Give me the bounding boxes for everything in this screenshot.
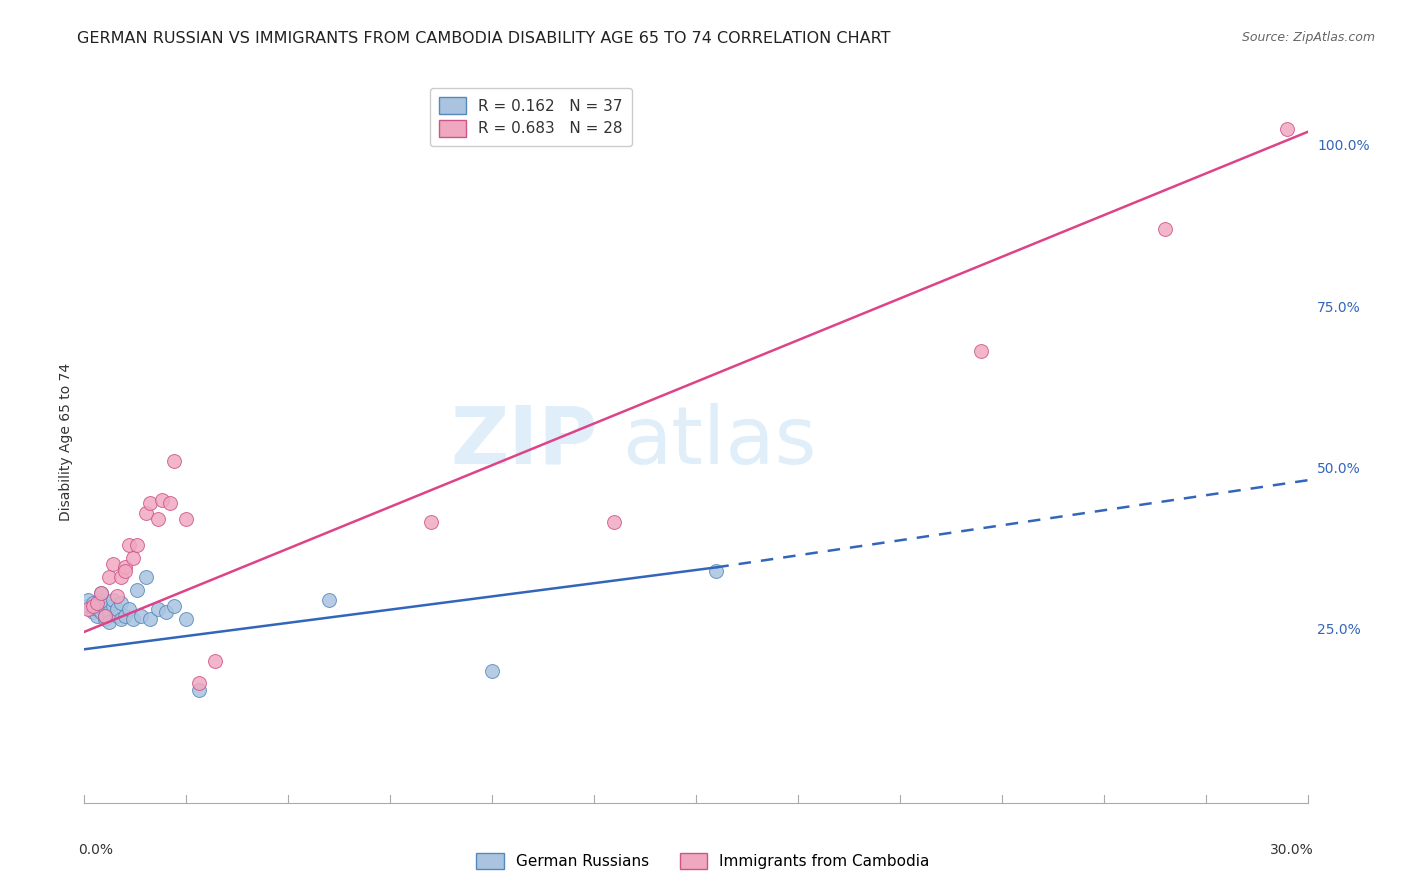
Point [97, 596, 120, 610]
Point [114, 560, 136, 574]
Point [420, 515, 443, 529]
Point [86, 599, 108, 613]
Point [1154, 221, 1177, 235]
Point [122, 612, 145, 626]
Point [101, 557, 124, 571]
Point [82, 599, 104, 613]
Point [127, 582, 149, 597]
Point [122, 550, 145, 565]
Point [146, 602, 169, 616]
Point [138, 612, 160, 626]
Point [1277, 121, 1299, 136]
Point [118, 538, 141, 552]
Point [174, 612, 197, 626]
Point [114, 564, 136, 578]
Point [97, 606, 120, 620]
Point [82, 606, 104, 620]
Point [150, 492, 173, 507]
Point [105, 608, 128, 623]
Point [93, 602, 115, 616]
Point [155, 606, 177, 620]
Text: Source: ZipAtlas.com: Source: ZipAtlas.com [1241, 31, 1375, 45]
Point [105, 602, 128, 616]
Point [318, 592, 340, 607]
Point [110, 612, 132, 626]
Point [138, 496, 160, 510]
Point [82, 596, 104, 610]
Text: ZIP: ZIP [451, 402, 598, 481]
Point [174, 512, 197, 526]
Point [114, 608, 136, 623]
Point [135, 506, 157, 520]
Legend: German Russians, Immigrants from Cambodia: German Russians, Immigrants from Cambodi… [470, 847, 936, 875]
Text: 0.0%: 0.0% [79, 843, 114, 856]
Point [77, 592, 100, 607]
Point [86, 596, 108, 610]
Point [93, 608, 115, 623]
Text: atlas: atlas [623, 402, 817, 481]
Point [187, 676, 209, 690]
Y-axis label: Disability Age 65 to 74: Disability Age 65 to 74 [59, 362, 73, 521]
Point [118, 602, 141, 616]
Point [163, 599, 186, 613]
Point [77, 599, 100, 613]
Point [86, 602, 108, 616]
Legend: R = 0.162   N = 37, R = 0.683   N = 28: R = 0.162 N = 37, R = 0.683 N = 28 [430, 88, 633, 145]
Point [110, 570, 132, 584]
Point [127, 538, 149, 552]
Point [101, 599, 124, 613]
Point [90, 586, 112, 600]
Point [105, 590, 128, 604]
Point [110, 596, 132, 610]
Text: GERMAN RUSSIAN VS IMMIGRANTS FROM CAMBODIA DISABILITY AGE 65 TO 74 CORRELATION C: GERMAN RUSSIAN VS IMMIGRANTS FROM CAMBOD… [77, 31, 891, 46]
Point [481, 664, 503, 678]
Point [97, 615, 120, 630]
Point [135, 570, 157, 584]
Point [86, 608, 108, 623]
Point [131, 608, 153, 623]
Point [187, 682, 209, 697]
Point [970, 344, 993, 359]
Point [101, 592, 124, 607]
Point [706, 564, 728, 578]
Point [97, 570, 120, 584]
Point [90, 586, 112, 600]
Point [77, 602, 100, 616]
Point [163, 454, 186, 468]
Point [204, 654, 226, 668]
Point [146, 512, 169, 526]
Point [159, 496, 181, 510]
Text: 30.0%: 30.0% [1270, 843, 1313, 856]
Point [603, 515, 626, 529]
Point [93, 612, 115, 626]
Point [93, 608, 115, 623]
Point [90, 606, 112, 620]
Point [90, 592, 112, 607]
